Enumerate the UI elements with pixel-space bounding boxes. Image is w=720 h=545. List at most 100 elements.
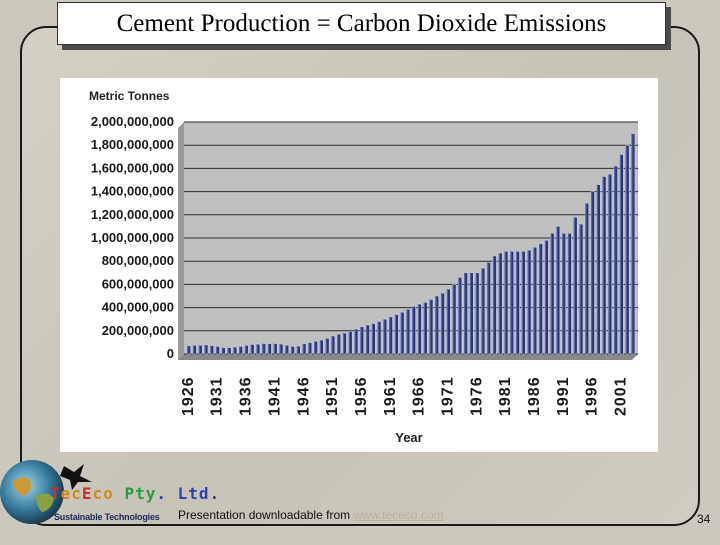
x-tick-label: 1991 <box>555 376 572 416</box>
bar-highlight <box>429 299 431 354</box>
bar-highlight <box>579 224 581 354</box>
bar-highlight <box>498 253 500 354</box>
bar-highlight <box>481 268 483 354</box>
bar <box>567 233 572 355</box>
x-tick-label: 1946 <box>295 376 312 416</box>
bar-highlight <box>233 347 235 354</box>
y-axis-label: Metric Tonnes <box>89 89 170 103</box>
bar-highlight <box>348 331 350 354</box>
bar-highlight <box>602 176 604 354</box>
bar-highlight <box>210 345 212 354</box>
page-number: 34 <box>697 512 711 526</box>
bar-highlight <box>458 277 460 354</box>
bar-highlight <box>544 240 547 354</box>
bar-highlight <box>371 323 373 354</box>
bar-highlight <box>475 272 477 354</box>
bar-highlight <box>504 251 506 354</box>
bar-highlight <box>296 346 298 354</box>
y-tick-label: 1,800,000,000 <box>91 137 174 152</box>
y-tick-label: 1,000,000,000 <box>91 230 174 245</box>
bar-highlight <box>567 233 570 354</box>
bar-highlight <box>331 336 333 354</box>
footer-link[interactable]: www.tececo.com <box>353 508 444 522</box>
bar-highlight <box>187 345 189 354</box>
y-tick-label: 600,000,000 <box>102 276 174 291</box>
bar-highlight <box>325 338 327 354</box>
bar-highlight <box>215 346 218 354</box>
bar-highlight <box>389 316 391 354</box>
chart-panel: Metric Tonnes Year 0 200,000,000 400,000,0… <box>60 78 658 452</box>
bar-highlight <box>469 272 472 354</box>
bar-highlight <box>527 250 529 354</box>
bar-highlight <box>412 306 414 354</box>
bar-highlight <box>487 262 489 354</box>
bar-highlight <box>417 304 420 354</box>
x-tick-label: 1936 <box>238 376 255 416</box>
bar <box>256 343 261 355</box>
bar-highlight <box>515 251 518 354</box>
bar-highlight <box>440 293 443 354</box>
x-tick-label: 1976 <box>468 376 485 416</box>
bar-highlight <box>204 344 206 354</box>
slide-title: Cement Production = Carbon Dioxide Emiss… <box>57 2 666 45</box>
bar-highlight <box>314 341 316 354</box>
bar-highlight <box>308 342 310 354</box>
bar-highlight <box>365 325 368 354</box>
bar-highlight <box>573 217 575 354</box>
bar-highlight <box>256 344 258 354</box>
plot-floor <box>178 354 638 360</box>
x-tick-label: 1966 <box>411 376 428 416</box>
x-tick-label: 1986 <box>526 376 543 416</box>
bar-highlight <box>267 343 270 354</box>
bar-highlight <box>290 346 293 354</box>
bar-highlight <box>435 296 437 354</box>
x-tick-label: 1941 <box>266 376 283 416</box>
bar-highlight <box>562 233 564 354</box>
bar-highlight <box>192 345 195 354</box>
bar-highlight <box>279 344 281 354</box>
logo-tagline: Sustainable Technologies <box>54 512 160 522</box>
footer-caption: Presentation downloadable from <box>178 508 354 522</box>
bar-highlight <box>550 233 552 354</box>
x-tick-label: 1961 <box>382 376 399 416</box>
footer-text: Presentation downloadable from www.tecec… <box>178 508 443 522</box>
bar-highlight <box>533 247 535 354</box>
bar-highlight <box>377 321 379 354</box>
bar-highlight <box>250 344 252 354</box>
bar-highlight <box>400 312 402 354</box>
bar-highlight <box>423 302 425 354</box>
x-tick-label: 1956 <box>353 376 370 416</box>
company-logo <box>0 456 200 540</box>
bar-highlight <box>406 309 408 354</box>
plot-side-wall <box>178 122 184 360</box>
x-tick-label: 1981 <box>497 376 514 416</box>
bar-highlight <box>383 319 385 354</box>
bar-highlight <box>221 347 223 354</box>
bar-highlight <box>585 203 587 354</box>
bar-highlight <box>521 251 523 354</box>
bar-highlight <box>556 226 558 354</box>
bar-highlight <box>614 166 616 354</box>
bar-highlight <box>198 345 200 354</box>
bar-highlight <box>319 340 322 354</box>
x-tick-label: 2001 <box>613 376 630 416</box>
y-tick-label: 400,000,000 <box>102 300 174 315</box>
y-tick-label: 800,000,000 <box>102 253 174 268</box>
x-tick-label: 1996 <box>584 376 601 416</box>
y-tick-label: 1,400,000,000 <box>91 184 174 199</box>
y-tick-label: 1,600,000,000 <box>91 160 174 175</box>
x-tick-label: 1926 <box>180 376 197 416</box>
bar-highlight <box>227 347 229 354</box>
bar-highlight <box>510 251 512 354</box>
globe-with-bird-icon <box>0 460 92 524</box>
bar-highlight <box>302 343 304 354</box>
bar-highlight <box>539 243 541 354</box>
bar-chart: Metric Tonnes Year 0 200,000,000 400,000,0… <box>89 89 638 445</box>
bar-highlight <box>492 255 495 354</box>
bar-highlight <box>631 133 633 354</box>
bar-highlight <box>446 289 448 354</box>
bar-highlight <box>394 314 397 354</box>
bar-highlight <box>337 334 339 354</box>
x-tick-label: 1951 <box>324 376 341 416</box>
x-axis-label: Year <box>395 430 422 445</box>
